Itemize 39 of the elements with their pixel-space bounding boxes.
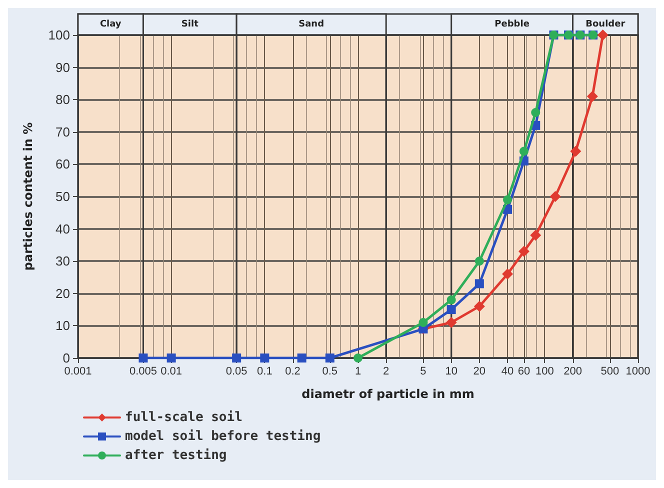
y-tick-label: 60 [56,156,70,172]
x-tick-label: 0.001 [64,366,92,378]
band-label: Clay [100,20,122,30]
x-tick-label: 0.5 [322,366,338,378]
x-tick-label: 200 [564,366,582,378]
x-tick-label: 2 [383,366,390,378]
y-tick-label: 10 [56,318,70,334]
x-tick-label: 0.1 [257,366,272,378]
band-label: Silt [181,20,200,30]
y-axis-title: particles content in % [21,122,35,271]
legend-label: full-scale soil [125,410,242,425]
x-axis-title: diametr of particle in mm [302,387,474,401]
x-tick-label: 10 [445,366,458,378]
y-tick-label: 90 [56,60,70,75]
band-label: Boulder [586,20,626,30]
y-tick-label: 70 [56,124,70,140]
legend-label: model soil before testing [125,429,321,444]
y-tick-label: 40 [56,221,70,236]
x-tick-label: 60 [518,366,530,378]
x-tick-label: 1 [354,366,362,378]
y-tick-label: 80 [56,92,70,108]
y-tick-label: 50 [56,189,70,204]
x-tick-label: 0.2 [285,366,300,378]
x-tick-label: 20 [473,366,486,378]
band-label: Pebble [494,20,530,30]
band-label: Sand [298,20,324,30]
x-tick-label: 100 [535,366,554,378]
x-tick-label: 40 [501,366,514,378]
x-tick-label: 500 [600,366,620,378]
y-tick-label: 30 [56,254,70,269]
x-tick-label: 0.05 [226,366,248,378]
y-tick-label: 20 [56,286,70,301]
x-tick-label: 0.01 [160,366,182,378]
y-tick-label: 100 [48,28,70,42]
legend-label: after testing [125,448,227,463]
y-tick-label: 0 [62,350,70,366]
x-tick-label: 5 [420,366,426,378]
x-tick-label: 0.005 [129,366,158,378]
x-tick-label: 1000 [626,366,650,378]
